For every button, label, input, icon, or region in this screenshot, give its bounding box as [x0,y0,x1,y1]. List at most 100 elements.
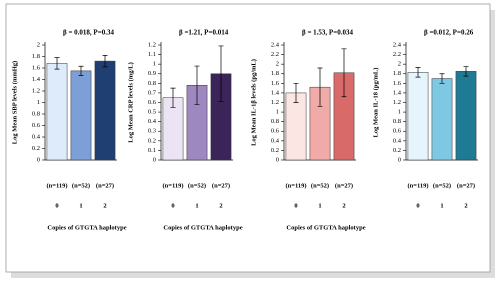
y-tick-label: 1.6 [393,80,402,87]
count-label: (n=27) [335,182,353,189]
x-tick-label: 1 [440,202,443,209]
count-label: (n=119) [285,182,306,189]
x-tick-label: 2 [464,202,467,209]
y-tick-label: 1.8 [32,53,40,60]
y-tick-label: 1.2 [148,41,156,48]
bar [94,60,116,161]
bar [285,92,307,161]
count-label: (n=27) [457,182,475,189]
count-label: (n=27) [96,182,114,189]
y-tick-label: 1 [153,61,156,68]
y-tick-label: 1.6 [271,80,280,87]
error-bar [341,48,347,98]
y-tick-label: 0.2 [271,147,279,154]
y-tick-label: 2.2 [271,51,279,58]
y-tick-label: 2.4 [393,41,402,48]
y-tick-label: 1.2 [271,99,279,106]
x-tick-label: 2 [342,202,345,209]
count-label: (n=119) [46,182,67,189]
error-bar [78,65,84,76]
y-tick-label: 0.6 [271,128,280,135]
y-tick-label: 0.8 [393,118,401,125]
y-tick-label: 1.8 [393,70,401,77]
count-label: (n=52) [311,182,329,189]
bar [431,78,453,161]
y-tick-label: 0.4 [393,137,402,144]
x-tick-label: 1 [79,202,82,209]
y-tick-label: 2.4 [271,41,280,48]
y-tick-label: 2 [276,61,279,68]
y-axis-label: Log Mean SBP levels (mmHg) [11,61,18,144]
y-tick-label: 1.4 [393,89,402,96]
y-tick-label: 0 [153,156,156,163]
y-tick-label: 0 [37,156,40,163]
x-tick-label: 0 [416,202,419,209]
bar [70,70,92,161]
error-bar [439,73,445,84]
annotation: β =0.012, P=0.26 [424,29,474,37]
x-axis-label: Copies of GTGTA haplotype [47,224,126,231]
bar [455,71,477,161]
y-axis-label: Log Mean IL-1β levels (pg/mL) [250,59,257,146]
count-label: (n=52) [72,182,90,189]
error-bar [170,87,176,108]
annotation: β =1.21, P=0.014 [179,29,229,37]
y-tick-label: 0.8 [271,118,279,125]
y-tick-label: 1.8 [271,70,279,77]
y-tick-label: 0 [276,156,279,163]
x-tick-label: 1 [318,202,321,209]
x-axis-label: Copies of GTGTA haplotype [286,224,365,231]
y-tick-label: 1 [37,99,40,106]
count-label: (n=27) [212,182,230,189]
error-bar [317,67,323,107]
y-tick-label: 1.2 [32,87,40,94]
y-tick-label: 0.8 [32,110,40,117]
x-tick-label: 0 [294,202,297,209]
error-bar [415,67,421,78]
x-tick-label: 2 [103,202,106,209]
y-tick-label: 0.7 [148,89,157,96]
error-bar [293,82,299,103]
y-tick-label: 0.2 [32,145,40,152]
y-tick-label: 0.2 [148,137,156,144]
y-tick-label: 1.4 [32,76,41,83]
y-tick-label: 0.4 [148,118,157,125]
count-label: (n=52) [433,182,451,189]
y-tick-label: 1 [398,109,401,116]
error-bar [218,45,224,102]
y-tick-label: 0.6 [32,122,41,129]
y-tick-label: 0.4 [271,137,280,144]
error-bar [463,66,469,77]
error-bar [54,57,60,70]
x-tick-label: 2 [219,202,222,209]
y-tick-label: 0.3 [148,128,156,135]
x-tick-label: 0 [171,202,174,209]
y-tick-label: 0.6 [393,128,402,135]
error-bar [194,65,200,105]
y-tick-label: 0 [398,156,401,163]
bar [46,63,68,161]
y-tick-label: 0.1 [148,147,156,154]
bar [407,72,429,161]
y-tick-label: 2.2 [393,51,401,58]
y-axis-label: Log Mean IL-18 (pg/mL) [372,68,379,138]
y-tick-label: 1.2 [393,99,401,106]
y-tick-label: 0.4 [32,133,41,140]
y-tick-label: 1 [276,109,279,116]
annotation: β = 1.53, P=0.034 [302,29,353,37]
y-tick-label: 1.1 [148,51,156,58]
y-tick-label: 2 [398,61,401,68]
count-label: (n=52) [188,182,206,189]
y-tick-label: 1.4 [271,89,280,96]
y-tick-label: 0.6 [148,99,157,106]
count-label: (n=119) [162,182,183,189]
x-tick-label: 0 [55,202,58,209]
y-tick-label: 0.9 [148,70,156,77]
y-tick-label: 1.6 [32,64,41,71]
y-tick-label: 2 [37,41,40,48]
y-tick-label: 0.8 [148,80,156,87]
error-bar [102,55,108,68]
x-tick-label: 1 [195,202,198,209]
y-tick-label: 0.5 [148,109,156,116]
